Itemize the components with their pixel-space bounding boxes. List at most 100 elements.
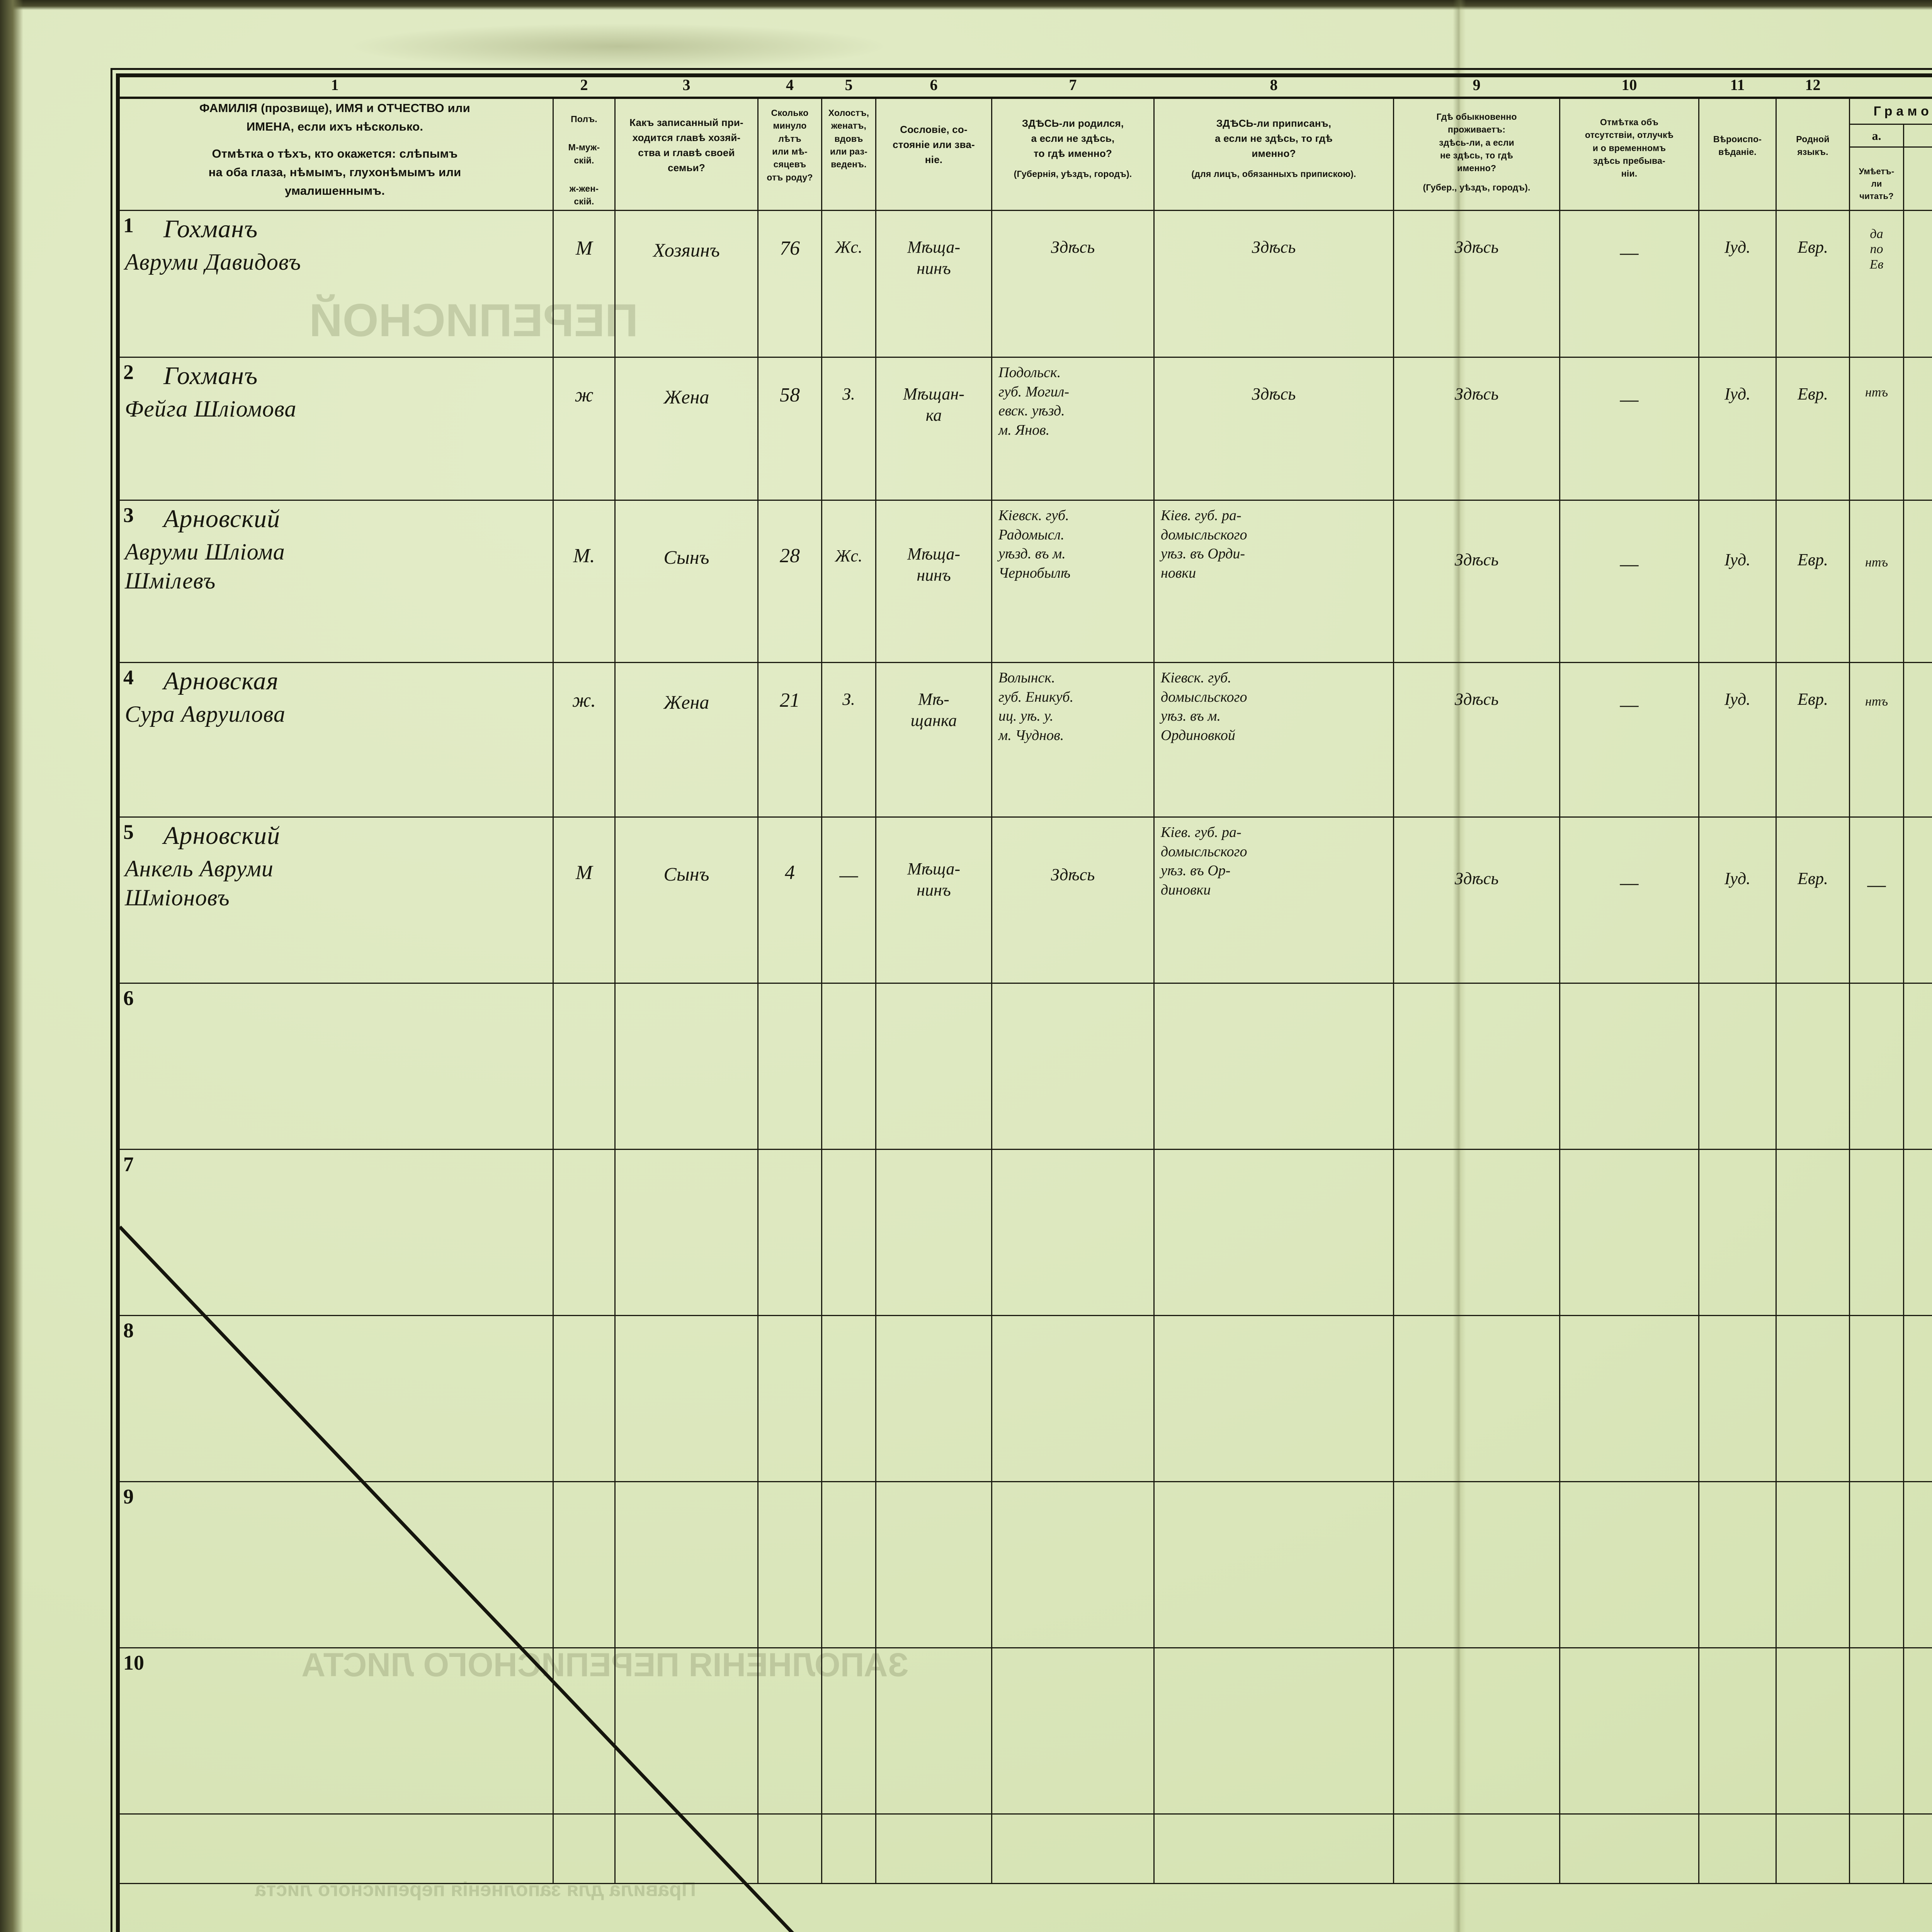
cell-birthplace-8[interactable]	[991, 1315, 1155, 1483]
cell-residence-10[interactable]	[1393, 1647, 1560, 1815]
cell-language-9[interactable]	[1776, 1481, 1850, 1649]
cell-estate-10[interactable]	[875, 1647, 992, 1815]
cell-registration-1[interactable]: Здѣсь	[1153, 210, 1394, 358]
cell-age-5[interactable]: 4	[757, 816, 822, 984]
cell-residence-8[interactable]	[1393, 1315, 1560, 1483]
cell-relation-6[interactable]	[614, 983, 759, 1150]
cell-marital-9[interactable]	[821, 1481, 876, 1649]
cell-sex-7[interactable]	[553, 1149, 616, 1316]
cell-marital-1[interactable]: Жс.	[821, 210, 876, 358]
cell-residence-1[interactable]: Здѣсь	[1393, 210, 1560, 358]
cell-literacy-a-5[interactable]: —	[1849, 816, 1904, 984]
cell-age-1[interactable]: 76	[757, 210, 822, 358]
cell-name-2[interactable]: 2 Гохманъ Фейга Шлiомова	[116, 357, 554, 501]
cell-religion-4[interactable]: Iуд.	[1698, 662, 1777, 818]
cell-age-7[interactable]	[757, 1149, 822, 1316]
cell-literacy-b-2[interactable]: —	[1903, 357, 1932, 501]
cell-birthplace-7[interactable]	[991, 1149, 1155, 1316]
cell-literacy-a-4[interactable]: нтъ	[1849, 662, 1904, 818]
cell-registration-4[interactable]: Кiевск. губ. домысльского уѣз. въ м. Орд…	[1153, 662, 1394, 818]
cell-language-1[interactable]: Евр.	[1776, 210, 1850, 358]
cell-literacy-b-5[interactable]	[1903, 816, 1932, 984]
cell-name-5[interactable]: 5 Арновский Анкель Авруми Шмiоновъ	[116, 816, 554, 984]
cell-estate-2[interactable]: Мѣщан- ка	[875, 357, 992, 501]
cell-birthplace-3[interactable]: Кiевск. губ. Радомысл. уѣзд. въ м. Черно…	[991, 500, 1155, 663]
cell-estate-9[interactable]	[875, 1481, 992, 1649]
cell-name-7[interactable]: 7	[116, 1149, 554, 1316]
cell-literacy-b-3[interactable]: —	[1903, 500, 1932, 663]
cell-literacy-a-8[interactable]	[1849, 1315, 1904, 1483]
cell-language-7[interactable]	[1776, 1149, 1850, 1316]
cell-absence-5[interactable]: —	[1559, 816, 1699, 984]
cell-sex-2[interactable]: ж	[553, 357, 616, 501]
cell-estate-6[interactable]	[875, 983, 992, 1150]
cell-birthplace-10[interactable]	[991, 1647, 1155, 1815]
cell-religion-6[interactable]	[1698, 983, 1777, 1150]
cell-religion-8[interactable]	[1698, 1315, 1777, 1483]
cell-literacy-b-8[interactable]	[1903, 1315, 1932, 1483]
cell-literacy-a-9[interactable]	[1849, 1481, 1904, 1649]
cell-registration-10[interactable]	[1153, 1647, 1394, 1815]
table-row[interactable]: 2 Гохманъ Фейга Шлiомова ж Жена 58 З. Мѣ…	[116, 357, 1932, 501]
cell-literacy-a-3[interactable]: нтъ	[1849, 500, 1904, 663]
cell-marital-2[interactable]: З.	[821, 357, 876, 501]
cell-sex-1[interactable]: М	[553, 210, 616, 358]
cell-literacy-b-10[interactable]	[1903, 1647, 1932, 1815]
cell-age-4[interactable]: 21	[757, 662, 822, 818]
table-row[interactable]: 7 1 2	[116, 1149, 1932, 1316]
cell-literacy-b-9[interactable]	[1903, 1481, 1932, 1649]
cell-literacy-a-6[interactable]	[1849, 983, 1904, 1150]
cell-language-5[interactable]: Евр.	[1776, 816, 1850, 984]
cell-residence-5[interactable]: Здѣсь	[1393, 816, 1560, 984]
cell-name-1[interactable]: 1 Гохманъ Авруми Давидовъ	[116, 210, 554, 358]
cell-registration-3[interactable]: Кiев. губ. ра- домысльского уѣз. въ Орди…	[1153, 500, 1394, 663]
cell-language-6[interactable]	[1776, 983, 1850, 1150]
cell-sex-10[interactable]	[553, 1647, 616, 1815]
cell-relation-8[interactable]	[614, 1315, 759, 1483]
table-row[interactable]: 4 Арновская Сура Авруилова ж. Жена 21 З.…	[116, 662, 1932, 818]
cell-absence-8[interactable]	[1559, 1315, 1699, 1483]
table-row[interactable]: 3 Арновский Авруми Шлiома Шмiлевъ М. Сын…	[116, 500, 1932, 663]
cell-estate-5[interactable]: Мѣща- нинъ	[875, 816, 992, 984]
cell-age-6[interactable]	[757, 983, 822, 1150]
cell-relation-1[interactable]: Хозяинъ	[614, 210, 759, 358]
cell-relation-9[interactable]	[614, 1481, 759, 1649]
cell-residence-3[interactable]: Здѣсь	[1393, 500, 1560, 663]
cell-marital-4[interactable]: З.	[821, 662, 876, 818]
cell-name-4[interactable]: 4 Арновская Сура Авруилова	[116, 662, 554, 818]
cell-absence-9[interactable]	[1559, 1481, 1699, 1649]
cell-absence-10[interactable]	[1559, 1647, 1699, 1815]
cell-age-9[interactable]	[757, 1481, 822, 1649]
cell-registration-6[interactable]	[1153, 983, 1394, 1150]
cell-sex-6[interactable]	[553, 983, 616, 1150]
cell-sex-4[interactable]: ж.	[553, 662, 616, 818]
cell-residence-4[interactable]: Здѣсь	[1393, 662, 1560, 818]
cell-language-8[interactable]	[1776, 1315, 1850, 1483]
cell-literacy-b-1[interactable]: Дома	[1903, 210, 1932, 358]
cell-language-3[interactable]: Евр.	[1776, 500, 1850, 663]
cell-sex-5[interactable]: М	[553, 816, 616, 984]
cell-marital-3[interactable]: Жс.	[821, 500, 876, 663]
cell-estate-4[interactable]: Мѣ- щанка	[875, 662, 992, 818]
cell-absence-1[interactable]: —	[1559, 210, 1699, 358]
cell-religion-3[interactable]: Iуд.	[1698, 500, 1777, 663]
cell-absence-2[interactable]: —	[1559, 357, 1699, 501]
cell-relation-3[interactable]: Сынъ	[614, 500, 759, 663]
cell-age-8[interactable]	[757, 1315, 822, 1483]
cell-registration-2[interactable]: Здѣсь	[1153, 357, 1394, 501]
cell-birthplace-1[interactable]: Здѣсь	[991, 210, 1155, 358]
cell-religion-9[interactable]	[1698, 1481, 1777, 1649]
cell-absence-4[interactable]: —	[1559, 662, 1699, 818]
cell-estate-3[interactable]: Мѣща- нинъ	[875, 500, 992, 663]
cell-literacy-a-1[interactable]: да по Ев	[1849, 210, 1904, 358]
cell-sex-9[interactable]	[553, 1481, 616, 1649]
cell-estate-8[interactable]	[875, 1315, 992, 1483]
table-row[interactable]: 5 Арновский Анкель Авруми Шмiоновъ М Сын…	[116, 816, 1932, 984]
cell-relation-2[interactable]: Жена	[614, 357, 759, 501]
cell-relation-7[interactable]	[614, 1149, 759, 1316]
cell-religion-1[interactable]: Iуд.	[1698, 210, 1777, 358]
cell-absence-3[interactable]: —	[1559, 500, 1699, 663]
cell-name-8[interactable]: 8	[116, 1315, 554, 1483]
cell-birthplace-4[interactable]: Волынск. губ. Еникуб. иц. уѣ. у. м. Чудн…	[991, 662, 1155, 818]
cell-absence-6[interactable]	[1559, 983, 1699, 1150]
